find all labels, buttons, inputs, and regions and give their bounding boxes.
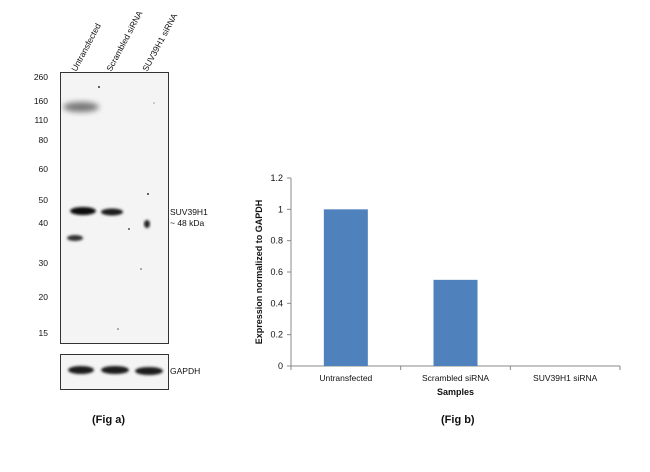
mw-marker: 260 xyxy=(33,72,48,82)
lane-label-untransfected: Untransfected xyxy=(69,21,103,74)
caption-fig-a: (Fig a) xyxy=(92,414,125,426)
mw-marker: 160 xyxy=(33,96,48,106)
band-suv39h1-untransfected xyxy=(70,207,96,215)
y-tick-label: 0 xyxy=(278,361,283,371)
y-tick-label: 1.2 xyxy=(270,173,283,183)
bar-chart: 0 0.2 0.4 0.6 0.8 1 1.2 Untransfected Scrambled … xyxy=(254,173,621,397)
blot-main-bands xyxy=(63,86,155,330)
band-smear xyxy=(63,102,99,112)
y-tick-label: 0.4 xyxy=(270,298,283,308)
figure-b: 0 0.2 0.4 0.6 0.8 1 1.2 Untransfected Scrambled … xyxy=(250,165,640,410)
y-tick-label: 0.6 xyxy=(270,267,283,277)
bar xyxy=(433,279,478,366)
x-axis-title: Samples xyxy=(437,387,474,397)
band-gapdh-scrambled xyxy=(101,366,129,374)
lane-label-scrambled: Scrambled siRNA xyxy=(104,9,145,73)
mw-marker: 60 xyxy=(38,164,48,174)
mw-marker: 15 xyxy=(38,328,48,338)
y-tick-label: 0.8 xyxy=(270,236,283,246)
mw-marker: 30 xyxy=(38,258,48,268)
band-spot xyxy=(144,220,150,228)
mw-marker: 110 xyxy=(34,115,48,125)
loading-control-label: GAPDH xyxy=(170,366,201,376)
blot-main-panel xyxy=(60,72,169,344)
blot-gapdh-bands xyxy=(68,366,163,375)
target-label: SUV39H1 ~ 48 kDa xyxy=(170,207,208,229)
y-tick-label: 1 xyxy=(278,204,283,214)
bar xyxy=(323,209,368,366)
mw-marker: 40 xyxy=(38,218,48,228)
target-size: ~ 48 kDa xyxy=(170,218,205,228)
x-tick-label: SUV39H1 siRNA xyxy=(533,373,598,383)
y-tick-label: 0.2 xyxy=(270,330,283,340)
caption-fig-b: (Fig b) xyxy=(441,414,475,426)
x-tick-label: Scrambled siRNA xyxy=(422,373,489,383)
band-lower xyxy=(67,235,83,241)
target-name: SUV39H1 xyxy=(170,207,208,217)
lane-label-suv39h1-sirna: SUV39H1 siRNA xyxy=(140,11,180,74)
blot-gapdh-panel xyxy=(60,354,169,390)
y-axis-title: Expression normalized to GAPDH xyxy=(254,200,264,345)
band-suv39h1-scrambled xyxy=(101,208,123,216)
band-gapdh-suv39h1 xyxy=(135,367,163,375)
band-gapdh-untransfected xyxy=(68,366,94,374)
x-tick-label: Untransfected xyxy=(319,373,372,383)
mw-marker: 20 xyxy=(38,292,48,302)
mw-marker: 80 xyxy=(38,135,48,145)
mw-marker: 50 xyxy=(38,195,48,205)
